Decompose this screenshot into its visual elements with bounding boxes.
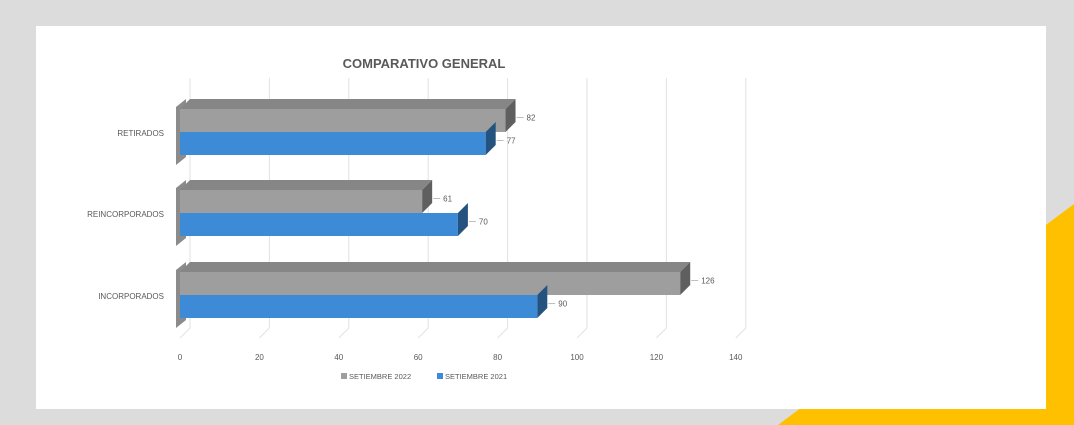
- bar-side: [537, 285, 548, 318]
- bar-side: [505, 99, 516, 132]
- gridline-foot: [497, 327, 508, 339]
- bar-top: [180, 262, 691, 272]
- x-tick-label: 60: [414, 353, 423, 362]
- legend-swatch: [341, 373, 347, 379]
- category-label: REINCORPORADOS: [87, 210, 164, 219]
- bar: [180, 109, 506, 132]
- gridline-foot: [179, 327, 191, 339]
- gridline-foot: [417, 327, 429, 339]
- bar-top: [180, 99, 516, 109]
- bar: [180, 295, 538, 318]
- data-label: 126: [701, 277, 715, 286]
- gridline-foot: [576, 327, 588, 339]
- legend-label: SETIEMBRE 2022: [349, 372, 411, 381]
- gridline-foot: [259, 327, 270, 339]
- bar-side: [422, 180, 433, 213]
- chart-card: COMPARATIVO GENERAL 82 77 61 70 126 90 0 20 40 6…: [36, 26, 1046, 409]
- data-label: 61: [443, 195, 452, 204]
- axes: 0 20 40 60 80 100 120 140 RETIRADOS REINCORPORADO…: [87, 129, 743, 362]
- x-tick-label: 140: [729, 353, 743, 362]
- gridline-foot: [735, 327, 747, 339]
- data-labels: 82 77 61 70 126 90: [433, 114, 715, 309]
- x-tick-label: 40: [334, 353, 343, 362]
- x-tick-label: 20: [255, 353, 264, 362]
- chart-title: COMPARATIVO GENERAL: [343, 56, 506, 71]
- data-label: 90: [558, 300, 567, 309]
- legend-label: SETIEMBRE 2021: [445, 372, 507, 381]
- data-label: 82: [527, 114, 536, 123]
- data-label: 70: [479, 218, 488, 227]
- category-label: RETIRADOS: [117, 129, 164, 138]
- category-label: INCORPORADOS: [98, 292, 164, 301]
- bar: [180, 272, 681, 295]
- bar: [180, 213, 458, 236]
- data-label: 77: [507, 137, 516, 146]
- bar-side: [485, 122, 496, 155]
- gridline-foot: [338, 327, 350, 339]
- x-tick-label: 120: [650, 353, 664, 362]
- bar: [180, 132, 486, 155]
- bar-chart: COMPARATIVO GENERAL 82 77 61 70 126 90 0 20 40 6…: [87, 56, 747, 381]
- bar-side: [457, 203, 468, 236]
- bars: [176, 99, 691, 328]
- bar-side: [680, 262, 691, 295]
- x-tick-label: 0: [178, 353, 183, 362]
- legend-swatch: [437, 373, 443, 379]
- gridline-foot: [656, 327, 667, 339]
- x-tick-label: 80: [493, 353, 502, 362]
- legend: SETIEMBRE 2022 SETIEMBRE 2021: [341, 372, 507, 381]
- bar: [180, 190, 423, 213]
- x-tick-label: 100: [570, 353, 584, 362]
- bar-top: [180, 180, 433, 190]
